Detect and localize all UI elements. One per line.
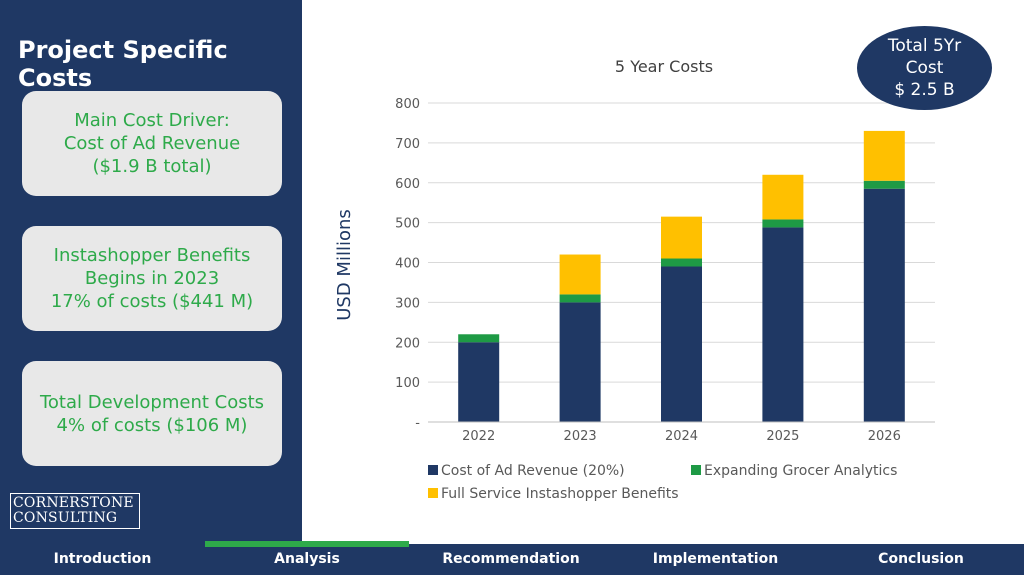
bar-segment xyxy=(559,254,601,295)
y-tick-label: 100 xyxy=(395,376,420,391)
logo-line-1: CORNERSTONE xyxy=(13,495,134,511)
card-line: 4% of costs ($106 M) xyxy=(56,414,248,436)
chart-title: 5 Year Costs xyxy=(615,57,713,76)
y-tick-label: 400 xyxy=(395,257,420,272)
y-tick-label: 300 xyxy=(395,296,420,311)
y-tick-label: 600 xyxy=(395,177,420,192)
x-tick-label: 2025 xyxy=(766,429,799,444)
bottom-nav-bar xyxy=(0,544,1024,575)
y-tick-label: - xyxy=(415,416,420,431)
legend: Cost of Ad Revenue (20%) Expanding Grocer… xyxy=(428,463,897,502)
card-line: 17% of costs ($441 M) xyxy=(50,291,254,312)
y-tick-label: 500 xyxy=(395,217,420,232)
legend-swatch xyxy=(691,465,701,475)
bar-segment xyxy=(863,130,905,181)
badge-line-2: Cost xyxy=(905,58,944,78)
card-line: Begins in 2023 xyxy=(84,268,220,289)
bar-segment xyxy=(762,174,804,220)
bar-segment xyxy=(661,258,702,267)
axes: - 100 200 300 400 500 600 700 800 2022 2023 2024 202… xyxy=(395,97,935,444)
badge-line-1: Total 5Yr xyxy=(887,36,962,56)
logo-line-2: CONSULTING xyxy=(13,510,118,526)
instashopper-benefits-card: Instashopper Benefits Begins in 2023 17%… xyxy=(22,226,282,331)
card-line: Instashopper Benefits xyxy=(53,245,251,266)
x-tick-label: 2022 xyxy=(462,429,495,444)
legend-swatch xyxy=(428,488,438,498)
y-axis-label: USD Millions xyxy=(334,209,355,321)
card-line: Cost of Ad Revenue xyxy=(63,133,241,154)
bar-segment xyxy=(661,216,702,259)
y-tick-label: 700 xyxy=(395,137,420,152)
page-title-line-1: Project Specific xyxy=(18,36,228,64)
bar-segment xyxy=(661,266,702,422)
legend-label: Full Service Instashopper Benefits xyxy=(441,486,679,502)
bar-segment xyxy=(762,219,804,228)
x-tick-label: 2026 xyxy=(868,429,901,444)
card-line: ($1.9 B total) xyxy=(92,156,212,177)
bar-segment xyxy=(863,188,905,422)
card-line: Total Development Costs xyxy=(39,391,265,413)
bar-segment xyxy=(458,342,500,422)
bar-segment xyxy=(559,302,601,422)
legend-label: Expanding Grocer Analytics xyxy=(704,463,897,479)
cost-chart: 5 Year Costs USD Millions - 100 200 300 400 5… xyxy=(334,57,935,502)
development-costs-card: Total Development Costs 4% of costs ($10… xyxy=(22,361,282,466)
nav-conclusion[interactable]: Conclusion xyxy=(878,551,964,567)
nav-recommendation[interactable]: Recommendation xyxy=(442,551,580,567)
bar-segment xyxy=(559,294,601,303)
active-section-indicator xyxy=(205,541,409,547)
legend-swatch xyxy=(428,465,438,475)
x-tick-label: 2023 xyxy=(564,429,597,444)
bar-segment xyxy=(762,227,804,422)
bars xyxy=(458,130,905,422)
x-tick-label: 2024 xyxy=(665,429,698,444)
badge-line-3: $ 2.5 B xyxy=(894,80,955,100)
page-title: Project Specific Costs xyxy=(18,36,288,92)
y-tick-label: 200 xyxy=(395,336,420,351)
company-logo: CORNERSTONE CONSULTING xyxy=(10,493,140,529)
cost-driver-card: Main Cost Driver: Cost of Ad Revenue ($1… xyxy=(22,91,282,196)
total-cost-badge: Total 5Yr Cost $ 2.5 B xyxy=(857,26,992,110)
nav-implementation[interactable]: Implementation xyxy=(652,551,779,567)
bar-segment xyxy=(458,334,500,343)
y-tick-label: 800 xyxy=(395,97,420,112)
nav-introduction[interactable]: Introduction xyxy=(53,551,152,567)
bar-segment xyxy=(863,180,905,189)
card-line: Main Cost Driver: xyxy=(74,110,230,131)
page-title-line-2: Costs xyxy=(18,64,93,92)
legend-label: Cost of Ad Revenue (20%) xyxy=(441,463,625,479)
nav-analysis[interactable]: Analysis xyxy=(274,551,340,567)
